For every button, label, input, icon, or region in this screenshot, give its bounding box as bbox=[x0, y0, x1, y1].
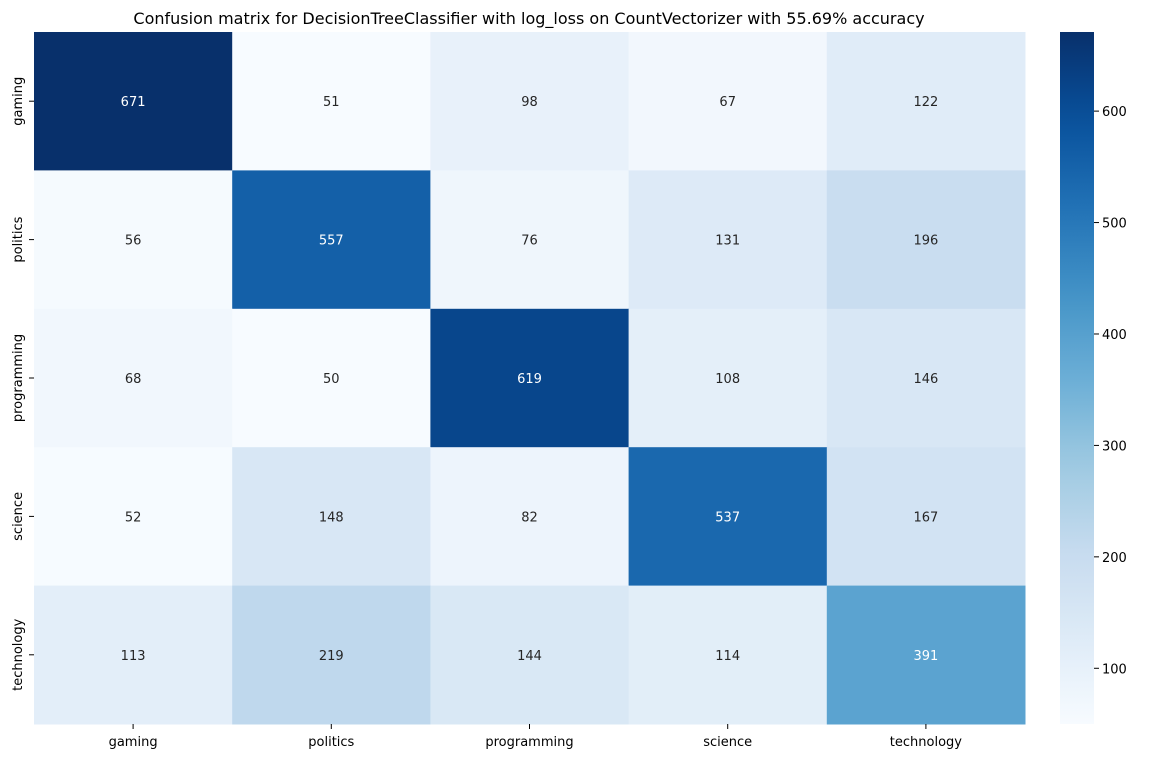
y-tick-label: science bbox=[11, 492, 26, 541]
cell-value-label: 196 bbox=[913, 234, 938, 249]
heatmap-cell bbox=[826, 170, 1026, 310]
cell-value-label: 98 bbox=[521, 95, 538, 110]
heatmap-cell bbox=[232, 447, 431, 587]
cell-value-label: 537 bbox=[715, 510, 740, 525]
heatmap-cell bbox=[826, 447, 1026, 587]
heatmap-cell bbox=[628, 585, 828, 725]
cell-value-label: 108 bbox=[715, 372, 740, 387]
y-tick-label: gaming bbox=[11, 77, 26, 126]
x-tick-label: programming bbox=[485, 735, 573, 750]
cell-value-label: 557 bbox=[319, 234, 344, 249]
heatmap-cell bbox=[232, 308, 431, 448]
heatmap-cell bbox=[430, 32, 630, 171]
cell-value-label: 51 bbox=[323, 95, 340, 110]
colorbar-tick-label: 500 bbox=[1102, 217, 1127, 232]
heatmap-cell bbox=[34, 447, 233, 587]
cell-value-label: 113 bbox=[121, 649, 146, 664]
y-tick-label: technology bbox=[11, 618, 26, 690]
colorbar-tick-label: 400 bbox=[1102, 328, 1127, 343]
x-tick-label: science bbox=[703, 735, 752, 750]
heatmap-cell bbox=[826, 32, 1026, 171]
heatmap-cell bbox=[232, 32, 431, 171]
heatmap-cell bbox=[430, 308, 630, 448]
heatmap-cell bbox=[430, 170, 630, 310]
cell-value-label: 167 bbox=[913, 510, 938, 525]
colorbar-gradient bbox=[1060, 32, 1094, 724]
colorbar: 100 200 300 400 500 600 bbox=[1060, 32, 1127, 724]
heatmap-cell bbox=[628, 170, 828, 310]
heatmap-cell bbox=[430, 585, 630, 725]
cell-value-label: 219 bbox=[319, 649, 344, 664]
chart-title: Confusion matrix for DecisionTreeClassif… bbox=[133, 9, 924, 29]
cell-value-label: 52 bbox=[125, 510, 142, 525]
cell-value-label: 68 bbox=[125, 372, 142, 387]
heatmap-cell bbox=[34, 308, 233, 448]
cell-value-label: 148 bbox=[319, 510, 344, 525]
y-tick-label: politics bbox=[11, 216, 26, 262]
cell-value-label: 671 bbox=[121, 95, 146, 110]
heatmap-cell bbox=[430, 447, 630, 587]
y-tick-label: programming bbox=[11, 334, 26, 422]
heatmap-cell bbox=[232, 170, 431, 310]
colorbar-tick-label: 300 bbox=[1102, 439, 1127, 454]
x-axis: gaming politics programming science technolo… bbox=[109, 724, 962, 750]
cell-value-label: 146 bbox=[913, 372, 938, 387]
cell-value-label: 122 bbox=[913, 95, 938, 110]
heatmap-cell bbox=[628, 308, 828, 448]
heatmap-cell bbox=[34, 585, 233, 725]
colorbar-tick-label: 200 bbox=[1102, 551, 1127, 566]
x-tick-label: technology bbox=[890, 735, 962, 750]
cell-value-label: 76 bbox=[521, 234, 538, 249]
heatmap-cell bbox=[826, 308, 1026, 448]
heatmap-cell bbox=[232, 585, 431, 725]
cell-value-label: 131 bbox=[715, 234, 740, 249]
cell-value-label: 391 bbox=[913, 649, 938, 664]
colorbar-tick-label: 100 bbox=[1102, 662, 1127, 677]
x-tick-label: gaming bbox=[109, 735, 158, 750]
heatmap-cell bbox=[34, 170, 233, 310]
heatmap-cells: 671 51 98 67 122 56 557 76 131 196 68 50 619 108 146 52… bbox=[34, 32, 1026, 725]
heatmap-cell bbox=[628, 447, 828, 587]
cell-value-label: 144 bbox=[517, 649, 542, 664]
heatmap-cell bbox=[628, 32, 828, 171]
y-axis: gaming politics programming science technolo… bbox=[11, 77, 34, 691]
x-tick-label: politics bbox=[308, 735, 354, 750]
cell-value-label: 82 bbox=[521, 510, 538, 525]
heatmap-cell bbox=[34, 32, 233, 171]
cell-value-label: 50 bbox=[323, 372, 340, 387]
cell-value-label: 67 bbox=[719, 95, 736, 110]
cell-value-label: 56 bbox=[125, 234, 142, 249]
cell-value-label: 114 bbox=[715, 649, 740, 664]
cell-value-label: 619 bbox=[517, 372, 542, 387]
colorbar-tick-label: 600 bbox=[1102, 105, 1127, 120]
heatmap-cell bbox=[826, 585, 1026, 725]
